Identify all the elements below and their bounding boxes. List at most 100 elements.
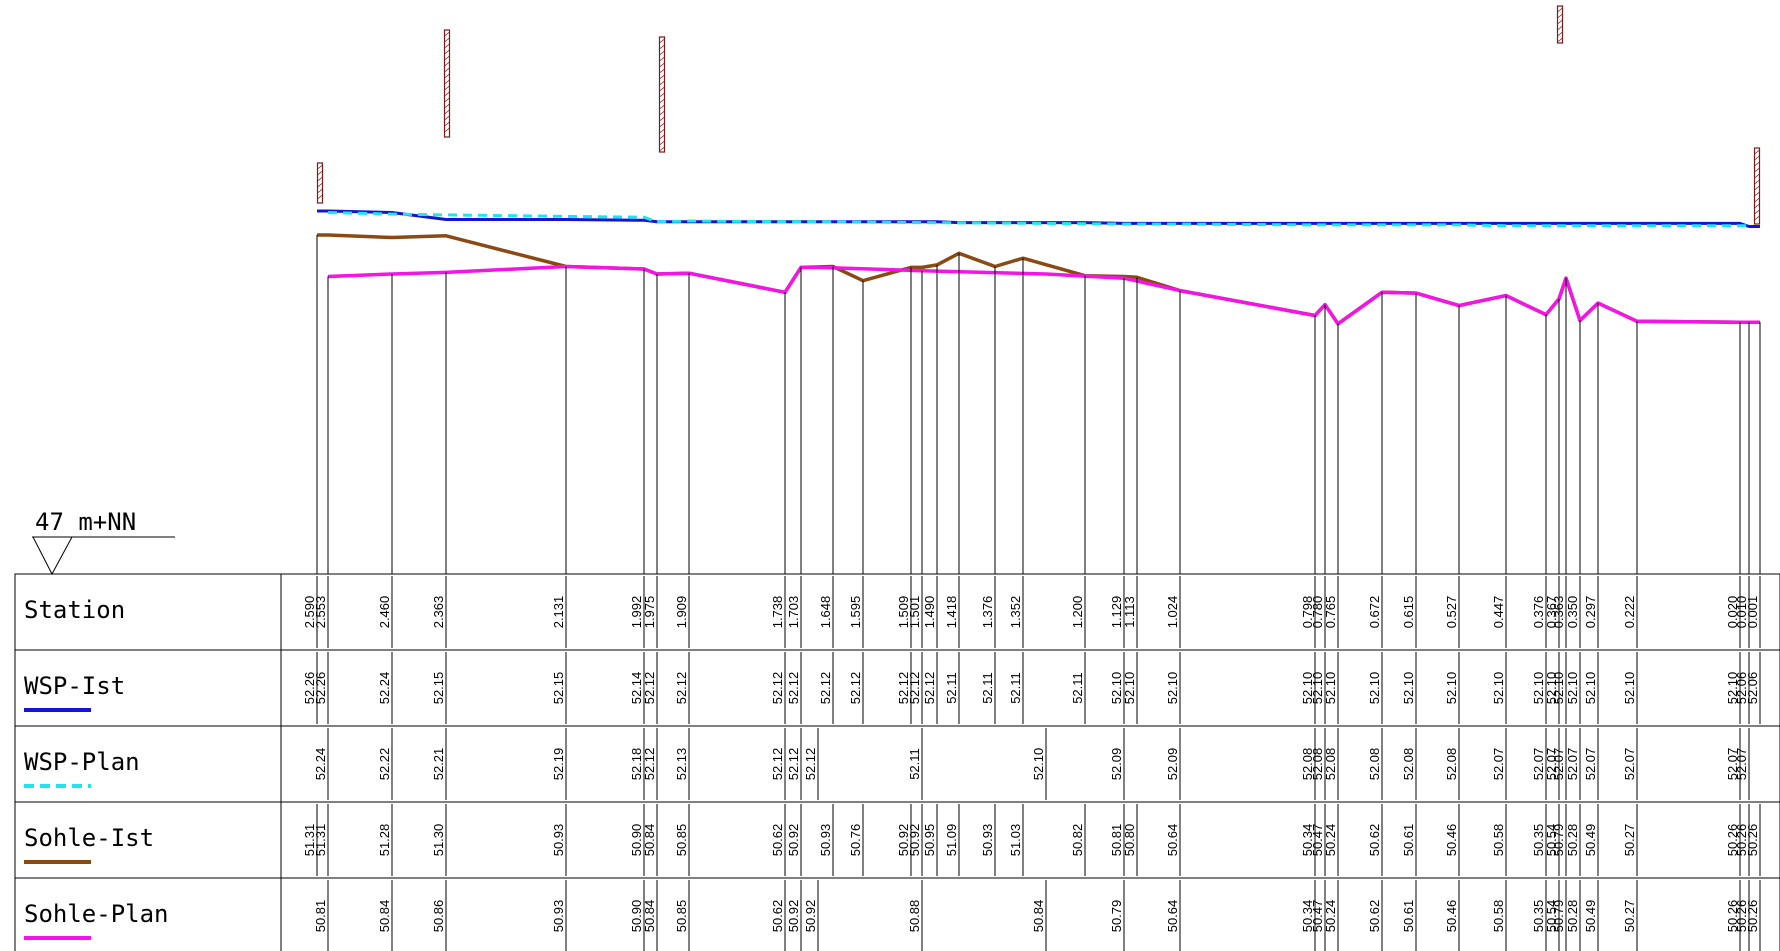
- datum-marker: 47 m+NN: [32, 508, 175, 576]
- weir-downstream-hatch: [1754, 155, 1760, 161]
- bridge-pier-a-hatch: [444, 49, 450, 55]
- cell-sohle_ist: 50.26: [1745, 824, 1760, 857]
- weir-upstream-hatch: [317, 170, 323, 176]
- bridge-pier-b-hatch: [659, 62, 665, 68]
- bridge-pier-a-hatch: [444, 121, 450, 127]
- cell-sohle_plan: 50.26: [1745, 900, 1760, 933]
- profile-lines: [317, 209, 1760, 326]
- cell-sohle_plan: 50.64: [1165, 900, 1180, 933]
- cell-wsp_ist: 52.10: [1622, 672, 1637, 705]
- bridge-pier-a-hatch: [444, 73, 450, 79]
- weir-downstream-hatch: [1754, 215, 1760, 221]
- cell-station: 1.738: [770, 596, 785, 629]
- cell-sohle_ist: 50.34: [1300, 824, 1315, 857]
- cell-sohle_plan: 50.46: [1444, 900, 1459, 933]
- cell-sohle_ist: 50.84: [642, 824, 657, 857]
- cell-station: 0.020: [1725, 596, 1740, 629]
- weir-downstream-hatch: [1754, 209, 1760, 215]
- cell-sohle_ist: 50.62: [770, 824, 785, 857]
- bridge-pier-b-hatch: [659, 146, 665, 152]
- cell-station: 2.363: [431, 596, 446, 629]
- series-line-sohle-ist: [317, 233, 1760, 326]
- cell-station: 0.363: [1551, 596, 1566, 629]
- row-label-sohle_ist: Sohle-Ist: [24, 824, 154, 852]
- cell-sohle_ist: 50.81: [1109, 824, 1124, 857]
- bridge-pier-b-hatch: [659, 38, 665, 44]
- cell-sohle_ist: 51.03: [1008, 824, 1023, 857]
- cell-sohle_plan: 50.58: [1491, 900, 1506, 933]
- cell-wsp_ist: 52.12: [907, 672, 922, 705]
- cell-sohle_plan: 50.86: [431, 900, 446, 933]
- bridge-pier-a-hatch: [444, 55, 450, 61]
- cell-wsp_ist: 52.10: [1401, 672, 1416, 705]
- cell-wsp_plan: 52.10: [1031, 748, 1046, 781]
- cell-wsp_ist: 52.10: [1165, 672, 1180, 705]
- cell-wsp_ist: 52.12: [896, 672, 911, 705]
- cell-wsp_plan: 52.13: [674, 748, 689, 781]
- bridge-pier-b-hatch: [659, 104, 665, 110]
- bridge-pier-a-hatch: [444, 67, 450, 73]
- cell-sohle_ist: 50.49: [1583, 824, 1598, 857]
- bridge-pier-a-hatch: [444, 127, 450, 133]
- cell-sohle_plan: 50.79: [1551, 900, 1566, 933]
- bridge-pier-a-hatch: [444, 85, 450, 91]
- bridge-pier-b-hatch: [659, 80, 665, 86]
- cell-station: 0.367: [1544, 596, 1559, 629]
- cell-sohle_plan: 50.79: [1109, 900, 1124, 933]
- cell-sohle_ist: 50.76: [848, 824, 863, 857]
- cell-wsp_plan: 52.19: [551, 748, 566, 781]
- cell-sohle_ist: 50.54: [1544, 824, 1559, 857]
- weir-downstream-hatch: [1754, 167, 1760, 173]
- cell-sohle_plan: 50.62: [1367, 900, 1382, 933]
- cell-wsp_plan: 52.12: [786, 748, 801, 781]
- weir-downstream-hatch: [1754, 173, 1760, 179]
- cell-station: 0.447: [1491, 596, 1506, 629]
- cell-station: 1.909: [674, 596, 689, 629]
- cell-station: 0.001: [1745, 596, 1760, 629]
- cell-wsp_plan: 52.22: [377, 748, 392, 781]
- cell-wsp_plan: 52.11: [907, 748, 922, 780]
- cell-wsp_plan: 52.07: [1622, 748, 1637, 781]
- cell-sohle_plan: 50.92: [803, 900, 818, 933]
- weir-downstream-hatch: [1754, 197, 1760, 203]
- cell-sohle_ist: 51.31: [302, 824, 317, 857]
- cell-wsp_ist: 52.10: [1583, 672, 1598, 705]
- cell-sohle_ist: 50.82: [1070, 824, 1085, 857]
- series-line-sohle-plan: [327, 264, 1760, 326]
- cell-sohle_ist: 50.93: [980, 824, 995, 857]
- cell-wsp_plan: 52.08: [1367, 748, 1382, 781]
- cell-station: 0.765: [1323, 596, 1338, 629]
- cell-sohle_ist: 50.92: [907, 824, 922, 857]
- cell-wsp_ist: 52.12: [922, 672, 937, 705]
- bridge-pier-b-hatch: [659, 44, 665, 50]
- cell-sohle_ist: 50.79: [1551, 824, 1566, 857]
- cell-station: 0.672: [1367, 596, 1382, 629]
- cell-sohle_ist: 51.28: [377, 824, 392, 857]
- bridge-pier-a-hatch: [444, 31, 450, 37]
- data-table: Station WSP-Ist WSP-Plan Sohle-Ist Sohle-Pla…: [14, 573, 1780, 951]
- cell-wsp_ist: 52.11: [1070, 672, 1085, 704]
- cell-wsp_plan: 52.07: [1491, 748, 1506, 781]
- cell-wsp_ist: 52.10: [1725, 672, 1740, 705]
- cell-station: 2.460: [377, 596, 392, 629]
- bridge-pier-b-hatch: [659, 116, 665, 122]
- cell-wsp_ist: 52.12: [770, 672, 785, 705]
- bridge-pier-b-hatch: [659, 56, 665, 62]
- datum-label: 47 m+NN: [35, 508, 136, 536]
- cell-wsp_plan: 52.12: [642, 748, 657, 781]
- cell-wsp_ist: 52.10: [1531, 672, 1546, 705]
- cell-sohle_plan: 50.62: [770, 900, 785, 933]
- cell-station: 1.648: [818, 596, 833, 629]
- cell-wsp_plan: 52.07: [1565, 748, 1580, 781]
- cell-sohle_plan: 50.35: [1531, 900, 1546, 933]
- cell-station: 0.527: [1444, 596, 1459, 629]
- cell-station: 1.200: [1070, 596, 1085, 629]
- weir-upstream-hatch: [317, 182, 323, 188]
- cell-sohle_ist: 50.26: [1725, 824, 1740, 857]
- cell-station: 1.418: [944, 596, 959, 629]
- cell-sohle_plan: 50.27: [1622, 900, 1637, 933]
- cell-sohle_plan: 50.85: [674, 900, 689, 933]
- bridge-pier-a-hatch: [444, 91, 450, 97]
- cell-wsp_ist: 52.26: [313, 672, 328, 705]
- bridge-pier-c-hatch: [1557, 7, 1563, 13]
